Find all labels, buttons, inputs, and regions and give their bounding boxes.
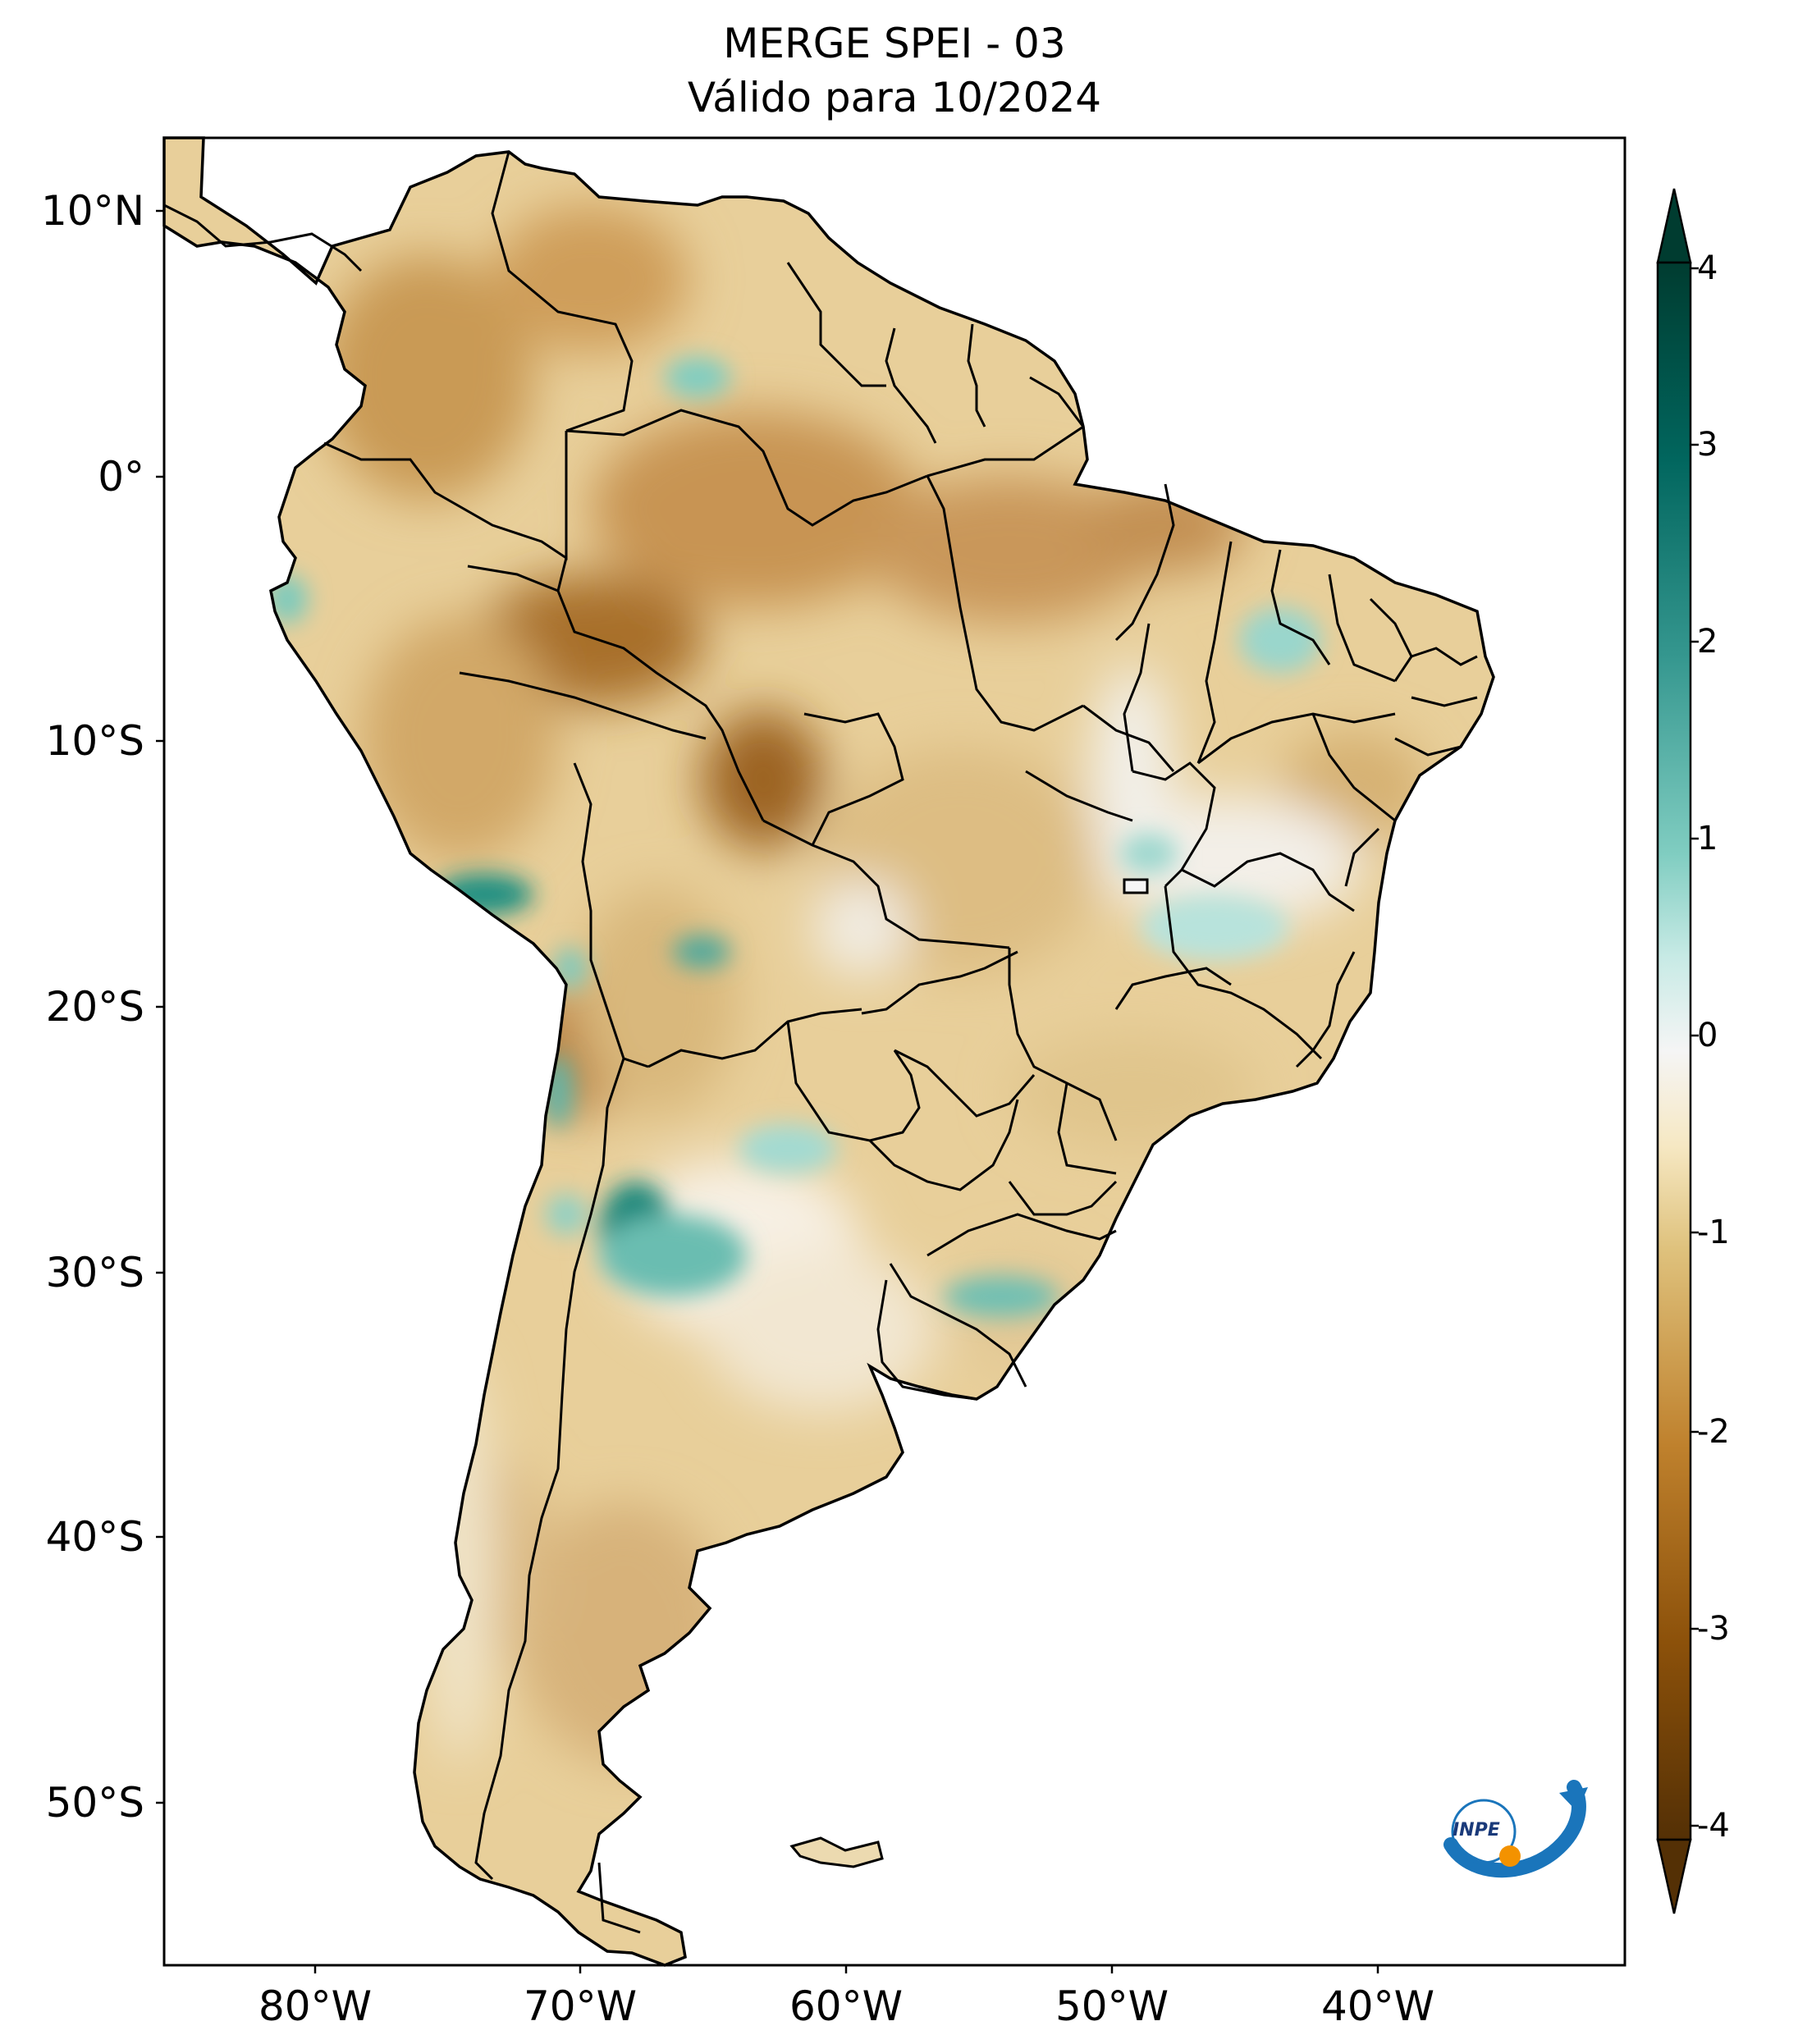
logo-ring <box>1451 1799 1517 1864</box>
colorbar-ticks <box>1690 267 1699 1827</box>
colorbar-label-4: 4 <box>1697 249 1718 287</box>
logo-arc <box>1443 1780 1586 1878</box>
map-title-line1: MERGE SPEI - 03 <box>723 20 1066 67</box>
map-frame <box>162 136 1626 1967</box>
colorbar-label-minus3: -3 <box>1697 1610 1730 1648</box>
logo-arrow <box>1559 1787 1588 1812</box>
lon-label-50w: 50°W <box>1055 1982 1169 2030</box>
map-title-line2: Válido para 10/2024 <box>687 74 1102 121</box>
lat-label-50s: 50°S <box>45 1779 144 1827</box>
colorbar-label-3: 3 <box>1697 426 1718 464</box>
lon-label-80w: 80°W <box>258 1982 373 2030</box>
lon-label-70w: 70°W <box>523 1982 638 2030</box>
colorbar-label-0: 0 <box>1697 1017 1718 1054</box>
colorbar-label-minus2: -2 <box>1697 1413 1730 1451</box>
colorbar-body <box>1656 261 1692 1841</box>
colorbar-label-minus4: -4 <box>1697 1807 1730 1845</box>
colorbar-label-1: 1 <box>1697 820 1718 857</box>
lat-label-40s: 40°S <box>45 1513 144 1561</box>
lat-label-10n: 10°N <box>40 187 144 235</box>
lat-label-10s: 10°S <box>45 717 144 765</box>
federal-district <box>1123 878 1149 894</box>
inpe-logo-text: INPE <box>1453 1820 1500 1841</box>
colorbar-extend-min <box>1656 1838 1692 1914</box>
lon-label-60w: 60°W <box>789 1982 904 2030</box>
colorbar-label-minus1: -1 <box>1697 1214 1730 1251</box>
lat-label-30s: 30°S <box>45 1249 144 1296</box>
lat-label-20s: 20°S <box>45 983 144 1031</box>
central-america-border <box>163 203 363 272</box>
axis-ticks <box>156 209 1379 1973</box>
colorbar-label-2: 2 <box>1697 623 1718 661</box>
political-borders <box>323 151 1478 1934</box>
logo-sun-icon <box>1499 1845 1521 1867</box>
lon-label-40w: 40°W <box>1320 1982 1435 2030</box>
colorbar <box>1656 188 1699 1914</box>
lat-label-0: 0° <box>98 453 144 501</box>
colorbar-extend-max <box>1656 188 1692 264</box>
inpe-logo <box>1443 1780 1588 1878</box>
falkland-islands <box>789 1836 884 1868</box>
